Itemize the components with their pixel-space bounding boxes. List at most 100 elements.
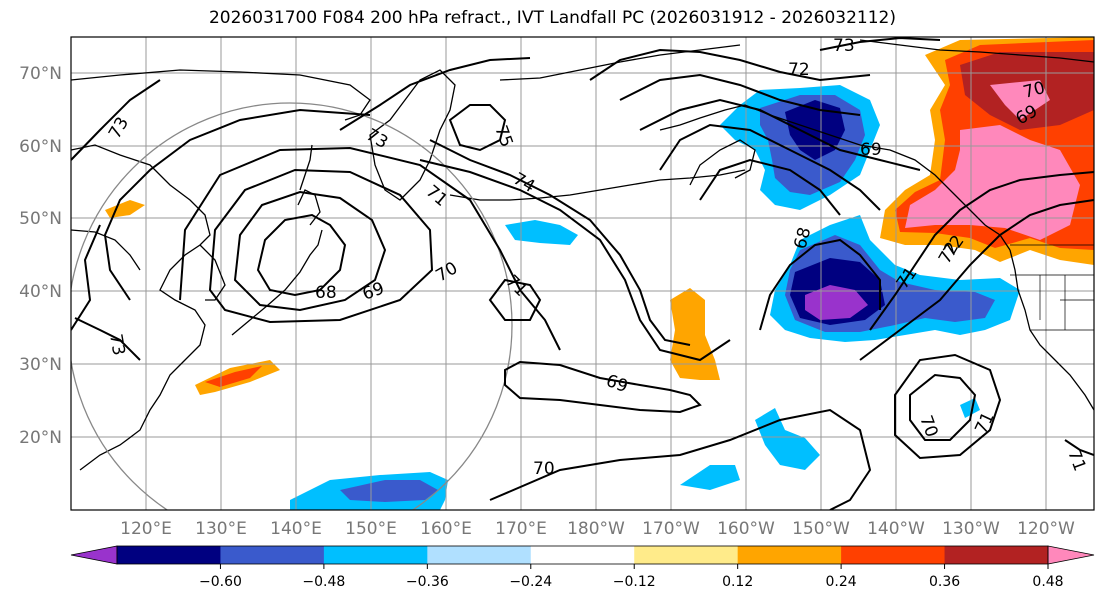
contour-label-4: 69 <box>360 279 387 305</box>
contour-ridge-3 <box>639 98 921 171</box>
colorbar-bin <box>634 546 739 564</box>
colorbar-bin <box>944 546 1049 564</box>
lon-label-160w: 160°W <box>717 519 775 539</box>
coastline-sakhalin <box>299 144 313 191</box>
contour-69-south <box>504 360 702 414</box>
graticule <box>71 37 1094 510</box>
lon-label-120w: 120°W <box>1017 519 1075 539</box>
colorbar-outline <box>116 545 1049 565</box>
colorbar-tick-label: 0.24 <box>826 574 857 590</box>
colorbar-bin <box>117 546 221 564</box>
colorbar-bin <box>841 546 946 564</box>
coastline-korea <box>199 244 226 301</box>
lon-label-140e: 140°E <box>270 519 322 539</box>
lon-label-130e: 130°E <box>195 519 247 539</box>
contour-label-24: 73 <box>105 332 128 357</box>
negative-anomaly-hawaii <box>680 398 980 490</box>
contour-68-east <box>759 238 881 331</box>
map-frame <box>70 36 1095 511</box>
lat-label-40n: 40°N <box>19 282 62 302</box>
contour-70 <box>208 168 434 324</box>
positive-anomaly-northeast-pink <box>905 80 1080 240</box>
lon-label-170w: 170°W <box>642 519 700 539</box>
contour-71 <box>179 146 561 351</box>
colorbar: −0.60 −0.48 −0.36 −0.24 −0.12 0.12 0.24 0.36 0.4… <box>70 545 1095 590</box>
coastline-okhotsk-north <box>71 69 371 121</box>
contour-71-central <box>488 278 542 321</box>
colorbar-tick-label: −0.48 <box>302 574 345 590</box>
contour-73-west <box>71 224 141 361</box>
lat-label-70n: 70°N <box>19 64 62 84</box>
coastlines <box>71 39 1094 471</box>
political-boundaries <box>1010 244 1094 331</box>
contour-71-east <box>869 171 1094 331</box>
contour-label-1: 73 <box>105 114 133 143</box>
lon-label-170e: 170°E <box>495 519 547 539</box>
colorbar-bin <box>427 546 532 564</box>
lon-label-160e: 160°E <box>420 519 472 539</box>
map-title: 2026031700 F084 200 hPa refract., IVT La… <box>208 8 896 28</box>
coastline-asia <box>71 144 211 471</box>
positive-anomaly-central <box>670 288 720 380</box>
lat-label-50n: 50°N <box>19 209 62 229</box>
colorbar-tick-label: −0.12 <box>613 574 656 590</box>
coastline-alaska-southwest <box>689 139 756 186</box>
colorbar-tick-label: 0.48 <box>1032 574 1063 590</box>
contour-70-south <box>489 408 872 510</box>
colorbar-bin <box>220 546 325 564</box>
contour-70-east <box>909 373 977 441</box>
contour-label-11: 73 <box>833 36 855 56</box>
contour-label-17: 70 <box>533 459 555 479</box>
contour-trough-2 <box>699 158 841 216</box>
contour-label-12: 68 <box>315 283 337 303</box>
colorbar-bin <box>737 546 842 564</box>
lon-label-140w: 140°W <box>867 519 925 539</box>
contour-label-21: 70 <box>915 413 941 440</box>
colorbar-bin <box>323 546 428 564</box>
positive-anomaly-west-core <box>205 366 262 387</box>
contour-71-east-low <box>894 353 1002 460</box>
colorbar-tick-label: 0.12 <box>722 574 753 590</box>
contour-68 <box>256 213 347 297</box>
contour-trough-1 <box>659 123 881 211</box>
positive-anomaly-west <box>105 200 280 395</box>
colorbar-tick-label: −0.36 <box>406 574 449 590</box>
shaded-fields <box>105 37 1094 510</box>
contour-label-2: 72 <box>788 60 810 80</box>
coastline-aleutians <box>449 169 746 201</box>
contour-72-east <box>859 199 1094 361</box>
lat-label-60n: 60°N <box>19 137 62 157</box>
contour-label-16: 69 <box>860 140 882 160</box>
colorbar-tick-label: −0.24 <box>509 574 552 590</box>
contour-75 <box>448 104 507 152</box>
negative-anomaly-south-core <box>340 480 438 502</box>
colorbar-tick-label: −0.60 <box>199 574 242 590</box>
contour-label-6: 73 <box>363 125 392 153</box>
coastline-japan <box>231 189 323 336</box>
coastline-arctic <box>859 39 1094 63</box>
lon-label-150e: 150°E <box>345 519 397 539</box>
refractivity-contours <box>71 37 1094 510</box>
contour-label-3: 70 <box>433 258 462 286</box>
coastline-north-america <box>1009 249 1094 411</box>
lon-label-180w: 180°W <box>567 519 625 539</box>
contour-72-west <box>71 79 371 301</box>
colorbar-tick-label: 0.36 <box>929 574 960 590</box>
contour-ridge-1 <box>589 48 871 82</box>
contour-74 <box>419 159 731 362</box>
lat-label-30n: 30°N <box>19 355 62 375</box>
contour-label-7: 74 <box>510 169 539 197</box>
lon-label-130w: 130°W <box>942 519 1000 539</box>
lon-label-120e: 120°E <box>120 519 172 539</box>
projection-circle <box>71 102 513 510</box>
contour-73-north <box>339 57 691 346</box>
latitude-axis: 70°N 60°N 50°N 40°N 30°N 20°N <box>19 64 62 448</box>
coastline-alaska <box>499 44 1011 251</box>
contour-71-southeast <box>1064 439 1094 456</box>
colorbar-extend-min <box>70 545 118 565</box>
longitude-axis: 120°E 130°E 140°E 150°E 160°E 170°E 180°… <box>120 519 1075 539</box>
colorbar-extend-max <box>1047 545 1095 565</box>
contour-label-9: 69 <box>603 371 630 397</box>
negative-anomaly-central <box>505 220 578 245</box>
lon-label-150w: 150°W <box>792 519 850 539</box>
